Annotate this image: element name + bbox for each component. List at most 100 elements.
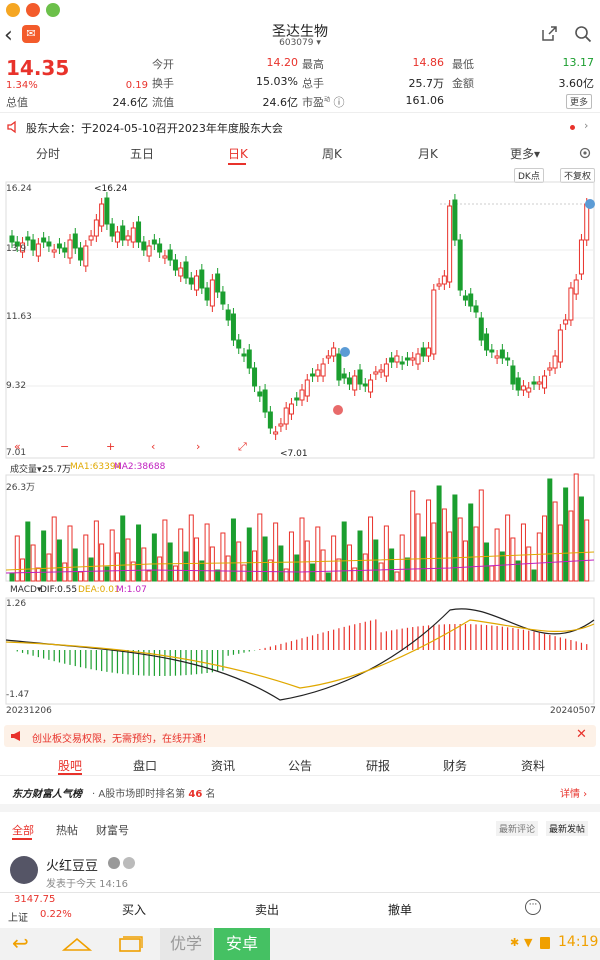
candle [9, 235, 15, 243]
candle [478, 317, 484, 341]
pe-label: 市盈动 ⓘ [302, 96, 345, 109]
promo-banner[interactable]: 创业板交易权限，无需预约，在线开通！ ✕ [4, 725, 596, 747]
cancel-order-button[interactable]: 撤单 [388, 903, 413, 917]
tab-five-day[interactable]: 五日 [130, 147, 155, 161]
rewind-icon[interactable]: « [14, 440, 21, 453]
volume-bar [436, 485, 442, 582]
post-item[interactable]: 火红豆豆 发表于今天 14:16 [0, 850, 600, 890]
tab-hot-posts[interactable]: 热帖 [56, 824, 78, 837]
tab-timeshare[interactable]: 分时 [36, 147, 61, 161]
app-notification-icon [26, 3, 40, 17]
volume-bar [130, 561, 136, 582]
turnover-value: 15.03% [256, 75, 298, 88]
candle [499, 349, 505, 359]
start-date: 20231206 [6, 706, 52, 716]
volume-bar [225, 555, 231, 582]
notice-text: 股东大会：于2024-05-10召开2023年年度股东大会 [26, 122, 283, 135]
avatar[interactable] [10, 856, 38, 884]
volume-bar [178, 528, 184, 582]
sell-button[interactable]: 卖出 [255, 903, 280, 917]
scroll-left-icon[interactable]: ‹ [151, 440, 156, 453]
app-youxue[interactable]: 优学 [160, 928, 212, 960]
scroll-right-icon[interactable]: › [196, 440, 201, 453]
candle [67, 239, 73, 259]
tab-research[interactable]: 研报 [366, 759, 391, 773]
candle [494, 355, 500, 359]
volume-bar [204, 523, 210, 582]
volume-bar [415, 513, 421, 582]
tab-more[interactable]: 更多▾ [510, 147, 541, 161]
total-value-label: 总值 [6, 96, 28, 109]
sort-latest-post[interactable]: 最新发帖 [546, 821, 589, 836]
more-button[interactable]: 更多 [566, 94, 593, 109]
fullscreen-icon[interactable]: ⤢ [238, 440, 247, 453]
volume-bar [72, 548, 78, 582]
more-options-icon[interactable]: ··· [525, 899, 541, 915]
back-arrow-icon[interactable]: ↩ [12, 931, 29, 955]
candle [99, 203, 105, 227]
chevron-right-icon[interactable]: › [584, 119, 589, 132]
candle [41, 237, 47, 243]
tab-profile[interactable]: 资料 [521, 759, 546, 773]
megaphone-icon [11, 731, 20, 741]
high-value: 14.86 [412, 56, 445, 69]
tab-all-posts[interactable]: 全部 [12, 824, 34, 837]
zoom-in-icon[interactable]: + [106, 440, 116, 453]
leaf-icon [46, 3, 60, 17]
tab-pankou[interactable]: 盘口 [133, 759, 158, 773]
back-icon[interactable]: ‹ [4, 23, 13, 48]
candle [542, 375, 548, 389]
candle [552, 355, 558, 369]
index-value[interactable]: 3147.75 [14, 894, 56, 905]
notice-dot [570, 125, 575, 130]
volume-bar [310, 563, 316, 582]
search-icon[interactable] [574, 25, 592, 43]
candle [215, 273, 221, 293]
candle [568, 287, 574, 321]
share-icon[interactable] [540, 25, 558, 43]
stock-code[interactable]: 603079 ▾ [279, 38, 321, 48]
low-label: 最低 [452, 58, 474, 71]
macd-header[interactable]: MACD▾ DIF:0.55 DEA:0.01 M:1.07 [0, 584, 600, 598]
tab-finance[interactable]: 财务 [443, 759, 468, 773]
volume-bar [278, 545, 284, 582]
volume-bar [157, 556, 163, 582]
tab-news[interactable]: 资讯 [211, 759, 236, 773]
post-username[interactable]: 火红豆豆 [46, 859, 99, 874]
candle [93, 219, 99, 237]
notice-bar[interactable]: 股东大会：于2024-05-10召开2023年年度股东大会 › [0, 116, 600, 138]
tab-announcements[interactable]: 公告 [288, 759, 313, 773]
recent-apps-icon[interactable] [118, 935, 144, 953]
candle [304, 379, 310, 397]
volume-bar [114, 552, 120, 582]
volume-bar [520, 523, 526, 582]
popularity-rank[interactable]: 东方财富人气榜 · A股市场即时排名第 46 名 详情 › [0, 780, 600, 802]
volume-bar [489, 565, 495, 582]
volume-header[interactable]: 成交量▾ 25.7万 MA1:63394 MA2:38688 [0, 461, 600, 475]
float-value-label: 流值 [152, 96, 174, 109]
volume-bar [220, 532, 226, 582]
volume-bar [236, 541, 242, 582]
kline-chart[interactable] [0, 180, 600, 720]
candle [563, 319, 569, 325]
zoom-out-icon[interactable]: − [60, 440, 70, 453]
rank-text: · A股市场即时排名第 46 名 [92, 789, 216, 800]
tab-wealth-account[interactable]: 财富号 [96, 824, 129, 837]
volume-bar [568, 510, 574, 582]
tab-guba[interactable]: 股吧 [58, 759, 83, 773]
rank-detail-link[interactable]: 详情 › [560, 789, 588, 800]
app-android[interactable]: 安卓 [214, 928, 270, 960]
close-icon[interactable]: ✕ [576, 727, 587, 742]
home-icon[interactable] [62, 936, 92, 952]
settings-icon[interactable] [578, 146, 592, 160]
volume-bar [394, 571, 400, 582]
tab-week-k[interactable]: 周K [322, 147, 342, 161]
volume-bar [315, 526, 321, 582]
sort-latest-comment[interactable]: 最新评论 [496, 821, 539, 836]
section-divider [0, 804, 600, 812]
buy-button[interactable]: 买入 [122, 903, 147, 917]
tab-day-k[interactable]: 日K [228, 147, 248, 161]
candle [62, 247, 68, 253]
candle [315, 369, 321, 377]
tab-month-k[interactable]: 月K [418, 147, 438, 161]
